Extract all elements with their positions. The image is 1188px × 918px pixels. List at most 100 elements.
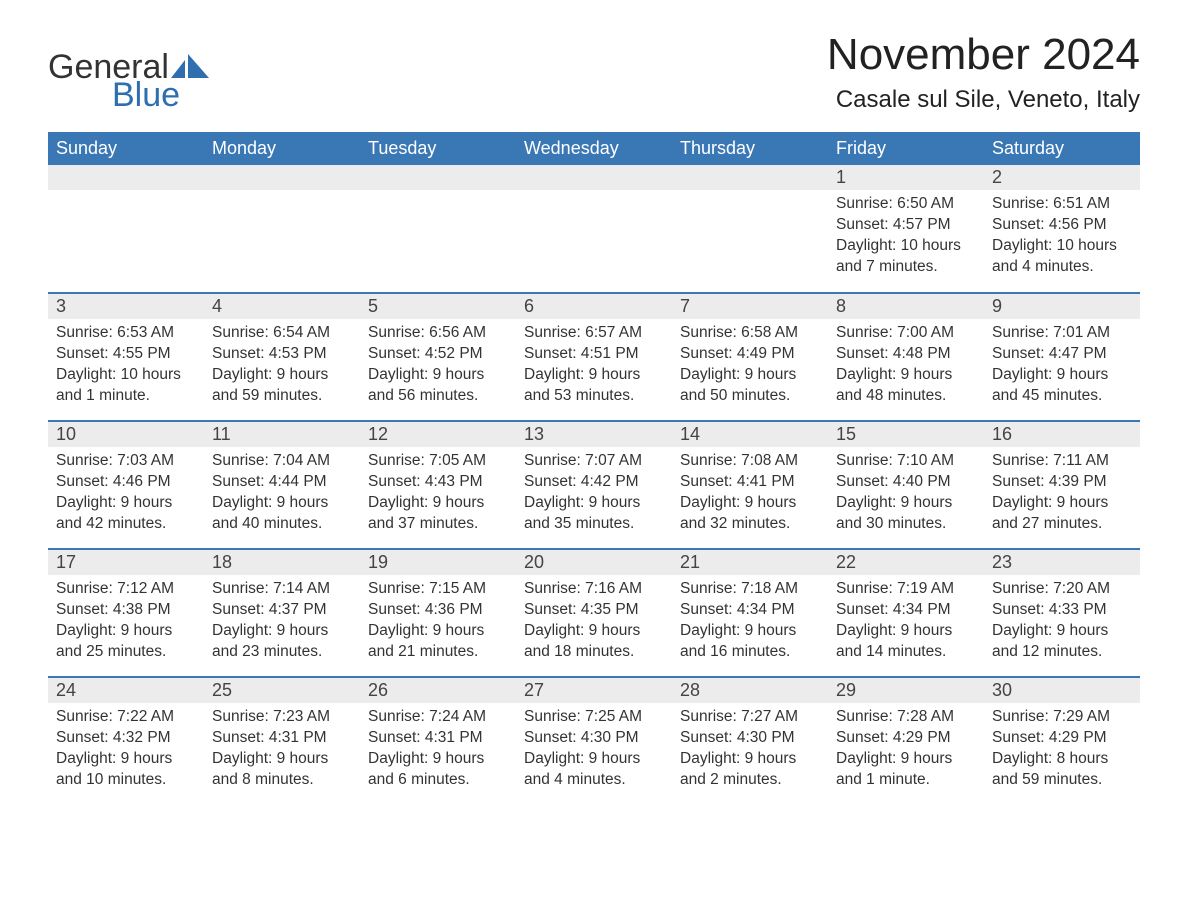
- calendar-cell: 12Sunrise: 7:05 AMSunset: 4:43 PMDayligh…: [360, 421, 516, 549]
- day-details: Sunrise: 7:11 AMSunset: 4:39 PMDaylight:…: [984, 447, 1140, 543]
- daylight-line: Daylight: 9 hours and 53 minutes.: [524, 365, 664, 407]
- daylight-line: Daylight: 10 hours and 1 minute.: [56, 365, 196, 407]
- calendar-cell: [516, 165, 672, 293]
- sunrise-line: Sunrise: 7:22 AM: [56, 707, 196, 728]
- calendar-cell: 15Sunrise: 7:10 AMSunset: 4:40 PMDayligh…: [828, 421, 984, 549]
- day-details: Sunrise: 7:19 AMSunset: 4:34 PMDaylight:…: [828, 575, 984, 671]
- day-details: Sunrise: 6:56 AMSunset: 4:52 PMDaylight:…: [360, 319, 516, 415]
- daylight-line: Daylight: 9 hours and 40 minutes.: [212, 493, 352, 535]
- sunrise-line: Sunrise: 6:56 AM: [368, 323, 508, 344]
- day-details: Sunrise: 7:27 AMSunset: 4:30 PMDaylight:…: [672, 703, 828, 799]
- sunset-line: Sunset: 4:42 PM: [524, 472, 664, 493]
- calendar-cell: 4Sunrise: 6:54 AMSunset: 4:53 PMDaylight…: [204, 293, 360, 421]
- day-number: [204, 165, 360, 190]
- sunset-line: Sunset: 4:30 PM: [680, 728, 820, 749]
- sunset-line: Sunset: 4:41 PM: [680, 472, 820, 493]
- day-number: 24: [48, 678, 204, 703]
- day-number: 14: [672, 422, 828, 447]
- day-details: Sunrise: 7:16 AMSunset: 4:35 PMDaylight:…: [516, 575, 672, 671]
- sunrise-line: Sunrise: 7:01 AM: [992, 323, 1132, 344]
- daylight-line: Daylight: 9 hours and 42 minutes.: [56, 493, 196, 535]
- sunrise-line: Sunrise: 7:18 AM: [680, 579, 820, 600]
- calendar-cell: 21Sunrise: 7:18 AMSunset: 4:34 PMDayligh…: [672, 549, 828, 677]
- day-details: Sunrise: 7:23 AMSunset: 4:31 PMDaylight:…: [204, 703, 360, 799]
- header: General Blue November 2024 Casale sul Si…: [48, 30, 1140, 114]
- day-number: 6: [516, 294, 672, 319]
- sunset-line: Sunset: 4:33 PM: [992, 600, 1132, 621]
- calendar-cell: 6Sunrise: 6:57 AMSunset: 4:51 PMDaylight…: [516, 293, 672, 421]
- sunset-line: Sunset: 4:39 PM: [992, 472, 1132, 493]
- calendar-cell: 17Sunrise: 7:12 AMSunset: 4:38 PMDayligh…: [48, 549, 204, 677]
- sunrise-line: Sunrise: 7:00 AM: [836, 323, 976, 344]
- daylight-line: Daylight: 8 hours and 59 minutes.: [992, 749, 1132, 791]
- sunset-line: Sunset: 4:43 PM: [368, 472, 508, 493]
- day-number: 28: [672, 678, 828, 703]
- day-number: 26: [360, 678, 516, 703]
- sunset-line: Sunset: 4:48 PM: [836, 344, 976, 365]
- calendar-cell: 29Sunrise: 7:28 AMSunset: 4:29 PMDayligh…: [828, 677, 984, 805]
- sunset-line: Sunset: 4:44 PM: [212, 472, 352, 493]
- daylight-line: Daylight: 10 hours and 4 minutes.: [992, 236, 1132, 278]
- day-number: 30: [984, 678, 1140, 703]
- day-number: 20: [516, 550, 672, 575]
- daylight-line: Daylight: 9 hours and 6 minutes.: [368, 749, 508, 791]
- sunrise-line: Sunrise: 7:07 AM: [524, 451, 664, 472]
- day-details: Sunrise: 6:50 AMSunset: 4:57 PMDaylight:…: [828, 190, 984, 286]
- daylight-line: Daylight: 9 hours and 10 minutes.: [56, 749, 196, 791]
- calendar-cell: 30Sunrise: 7:29 AMSunset: 4:29 PMDayligh…: [984, 677, 1140, 805]
- sunrise-line: Sunrise: 6:54 AM: [212, 323, 352, 344]
- daylight-line: Daylight: 9 hours and 25 minutes.: [56, 621, 196, 663]
- day-header-row: Sunday Monday Tuesday Wednesday Thursday…: [48, 132, 1140, 165]
- sunset-line: Sunset: 4:36 PM: [368, 600, 508, 621]
- calendar-row: 24Sunrise: 7:22 AMSunset: 4:32 PMDayligh…: [48, 677, 1140, 805]
- sunrise-line: Sunrise: 7:25 AM: [524, 707, 664, 728]
- sunrise-line: Sunrise: 7:29 AM: [992, 707, 1132, 728]
- day-header: Tuesday: [360, 132, 516, 165]
- sunset-line: Sunset: 4:56 PM: [992, 215, 1132, 236]
- sunset-line: Sunset: 4:35 PM: [524, 600, 664, 621]
- sunrise-line: Sunrise: 7:12 AM: [56, 579, 196, 600]
- calendar-cell: 24Sunrise: 7:22 AMSunset: 4:32 PMDayligh…: [48, 677, 204, 805]
- daylight-line: Daylight: 9 hours and 12 minutes.: [992, 621, 1132, 663]
- sunrise-line: Sunrise: 6:51 AM: [992, 194, 1132, 215]
- calendar-cell: 7Sunrise: 6:58 AMSunset: 4:49 PMDaylight…: [672, 293, 828, 421]
- sunrise-line: Sunrise: 7:16 AM: [524, 579, 664, 600]
- daylight-line: Daylight: 10 hours and 7 minutes.: [836, 236, 976, 278]
- daylight-line: Daylight: 9 hours and 2 minutes.: [680, 749, 820, 791]
- daylight-line: Daylight: 9 hours and 14 minutes.: [836, 621, 976, 663]
- day-details: Sunrise: 6:57 AMSunset: 4:51 PMDaylight:…: [516, 319, 672, 415]
- day-number: 1: [828, 165, 984, 190]
- day-details: Sunrise: 6:58 AMSunset: 4:49 PMDaylight:…: [672, 319, 828, 415]
- calendar-cell: 25Sunrise: 7:23 AMSunset: 4:31 PMDayligh…: [204, 677, 360, 805]
- day-details: Sunrise: 7:14 AMSunset: 4:37 PMDaylight:…: [204, 575, 360, 671]
- day-number: 18: [204, 550, 360, 575]
- day-details: Sunrise: 6:51 AMSunset: 4:56 PMDaylight:…: [984, 190, 1140, 286]
- sunset-line: Sunset: 4:30 PM: [524, 728, 664, 749]
- daylight-line: Daylight: 9 hours and 18 minutes.: [524, 621, 664, 663]
- sunrise-line: Sunrise: 6:53 AM: [56, 323, 196, 344]
- daylight-line: Daylight: 9 hours and 27 minutes.: [992, 493, 1132, 535]
- day-number: 29: [828, 678, 984, 703]
- day-details: Sunrise: 7:24 AMSunset: 4:31 PMDaylight:…: [360, 703, 516, 799]
- day-number: 11: [204, 422, 360, 447]
- day-number: 17: [48, 550, 204, 575]
- calendar-cell: 2Sunrise: 6:51 AMSunset: 4:56 PMDaylight…: [984, 165, 1140, 293]
- day-details: Sunrise: 7:03 AMSunset: 4:46 PMDaylight:…: [48, 447, 204, 543]
- daylight-line: Daylight: 9 hours and 48 minutes.: [836, 365, 976, 407]
- calendar-cell: 5Sunrise: 6:56 AMSunset: 4:52 PMDaylight…: [360, 293, 516, 421]
- sunrise-line: Sunrise: 7:23 AM: [212, 707, 352, 728]
- sunrise-line: Sunrise: 7:03 AM: [56, 451, 196, 472]
- sunrise-line: Sunrise: 7:24 AM: [368, 707, 508, 728]
- day-details: Sunrise: 7:20 AMSunset: 4:33 PMDaylight:…: [984, 575, 1140, 671]
- sunset-line: Sunset: 4:34 PM: [836, 600, 976, 621]
- day-number: 2: [984, 165, 1140, 190]
- day-number: 3: [48, 294, 204, 319]
- day-details: Sunrise: 7:22 AMSunset: 4:32 PMDaylight:…: [48, 703, 204, 799]
- day-number: 23: [984, 550, 1140, 575]
- daylight-line: Daylight: 9 hours and 50 minutes.: [680, 365, 820, 407]
- sunrise-line: Sunrise: 7:08 AM: [680, 451, 820, 472]
- calendar-table: Sunday Monday Tuesday Wednesday Thursday…: [48, 132, 1140, 805]
- day-header: Saturday: [984, 132, 1140, 165]
- sunrise-line: Sunrise: 7:19 AM: [836, 579, 976, 600]
- day-header: Friday: [828, 132, 984, 165]
